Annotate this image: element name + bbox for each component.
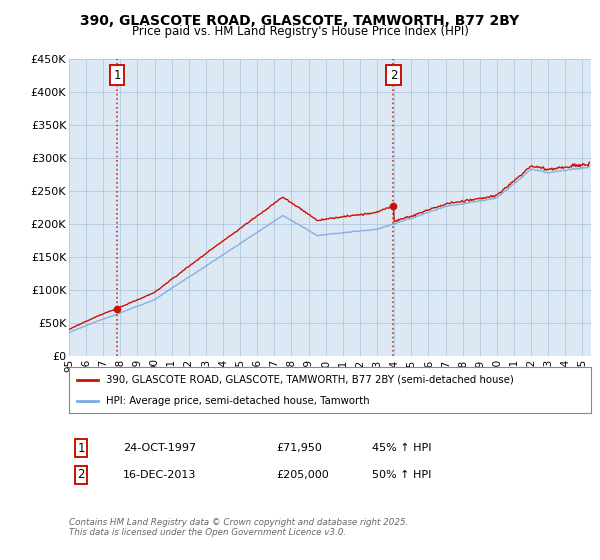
- Text: 50% ↑ HPI: 50% ↑ HPI: [372, 470, 431, 480]
- Text: HPI: Average price, semi-detached house, Tamworth: HPI: Average price, semi-detached house,…: [106, 396, 369, 406]
- Text: 2: 2: [77, 468, 85, 482]
- Text: 390, GLASCOTE ROAD, GLASCOTE, TAMWORTH, B77 2BY: 390, GLASCOTE ROAD, GLASCOTE, TAMWORTH, …: [80, 14, 520, 28]
- Text: 1: 1: [113, 69, 121, 82]
- Text: £71,950: £71,950: [276, 443, 322, 453]
- Text: 16-DEC-2013: 16-DEC-2013: [123, 470, 196, 480]
- Text: 24-OCT-1997: 24-OCT-1997: [123, 443, 196, 453]
- Text: 1: 1: [77, 441, 85, 455]
- Text: 2: 2: [390, 69, 397, 82]
- Text: 390, GLASCOTE ROAD, GLASCOTE, TAMWORTH, B77 2BY (semi-detached house): 390, GLASCOTE ROAD, GLASCOTE, TAMWORTH, …: [106, 375, 514, 385]
- Text: Price paid vs. HM Land Registry's House Price Index (HPI): Price paid vs. HM Land Registry's House …: [131, 25, 469, 38]
- Text: £205,000: £205,000: [276, 470, 329, 480]
- Text: 45% ↑ HPI: 45% ↑ HPI: [372, 443, 431, 453]
- Text: Contains HM Land Registry data © Crown copyright and database right 2025.
This d: Contains HM Land Registry data © Crown c…: [69, 518, 409, 538]
